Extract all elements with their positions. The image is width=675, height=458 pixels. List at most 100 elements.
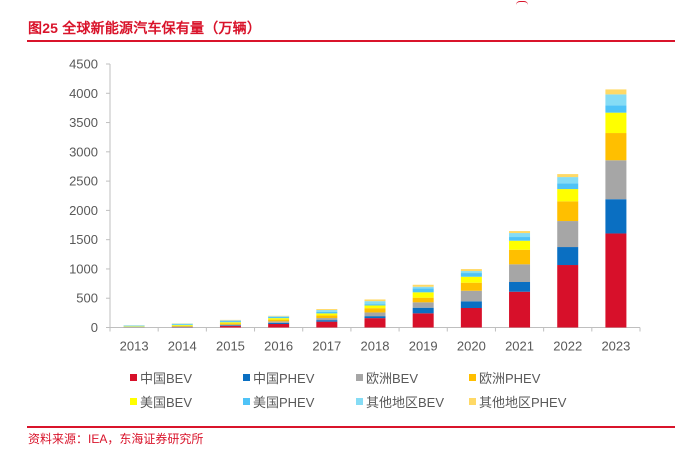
bar-segment [605, 133, 627, 161]
bar-segment [460, 282, 482, 291]
bar-segment [316, 318, 338, 321]
x-tick-label: 2018 [361, 339, 390, 354]
bar-segment [509, 237, 531, 241]
bar-segment [219, 320, 241, 322]
bar-segment [412, 286, 434, 289]
legend-item: 欧洲BEV [356, 368, 418, 387]
legend-swatch [130, 374, 137, 381]
bar-segment [509, 240, 531, 250]
x-tick-label: 2020 [457, 339, 486, 354]
legend-item: 欧洲PHEV [469, 368, 540, 387]
y-tick-label: 1500 [69, 232, 98, 247]
bar-segment [364, 308, 386, 313]
y-tick-label: 2500 [69, 174, 98, 189]
bar-segment [219, 323, 241, 325]
y-tick-label: 4500 [69, 57, 98, 72]
bar-segment [509, 264, 531, 283]
legend-item: 美国PHEV [243, 392, 314, 411]
bar-segment [412, 292, 434, 298]
bar-segment [268, 318, 290, 320]
bar-segment [412, 284, 434, 287]
bar-segment [509, 282, 531, 292]
bar-segment [171, 325, 193, 326]
bar-segment [268, 319, 290, 322]
bar-segment [460, 308, 482, 328]
y-tick-label: 4000 [69, 86, 98, 101]
x-tick-label: 2019 [409, 339, 438, 354]
legend-item: 美国BEV [130, 392, 192, 411]
y-tick-label: 2000 [69, 203, 98, 218]
bar-segment [557, 189, 579, 202]
bar-segment [557, 221, 579, 248]
x-tick-label: 2013 [120, 339, 149, 354]
x-tick-label: 2023 [601, 339, 630, 354]
bar-segment [219, 324, 241, 326]
source-divider [27, 426, 675, 428]
legend-item: 中国PHEV [243, 368, 314, 387]
bar-segment [605, 199, 627, 234]
bar-segment [364, 316, 386, 319]
bar-segment [509, 291, 531, 328]
bar-segment [460, 269, 482, 272]
bar-segment [460, 273, 482, 277]
bar-segment [364, 299, 386, 302]
x-tick-label: 2014 [168, 339, 197, 354]
bar-segment [605, 112, 627, 134]
legend-swatch [469, 398, 476, 405]
bar-segment [605, 160, 627, 200]
legend-label: 欧洲PHEV [479, 371, 541, 386]
legend-label: 其他地区PHEV [479, 395, 567, 410]
bar-segment [316, 320, 338, 322]
bar-segment [316, 313, 338, 316]
bar-segment [316, 311, 338, 314]
y-tick-label: 3500 [69, 115, 98, 130]
chart-title: 图25 全球新能源汽车保有量（万辆） [28, 20, 262, 36]
bar-segment [171, 325, 193, 327]
bar-segment [557, 201, 579, 222]
bar-segment [219, 321, 241, 323]
bar-segment [557, 265, 579, 328]
x-tick-label: 2022 [553, 339, 582, 354]
source-note: 资料来源：IEA，东海证券研究所 [28, 432, 204, 446]
bar-segment [509, 249, 531, 265]
bar-segment [219, 322, 241, 324]
legend-swatch [243, 398, 250, 405]
bar-segment [509, 233, 531, 238]
bar-segment [364, 318, 386, 328]
bar-segment [460, 301, 482, 309]
bar-segment [460, 276, 482, 283]
bar-segment [171, 323, 193, 325]
bar-segment [412, 307, 434, 314]
legend-item: 其他地区BEV [356, 392, 444, 411]
bar-segment [219, 325, 241, 327]
corner-mark [516, 1, 528, 5]
bar-segment [364, 301, 386, 305]
bar-segment [605, 94, 627, 106]
legend-label: 美国PHEV [253, 395, 315, 410]
bar-segment [412, 302, 434, 308]
bar-segment [268, 316, 290, 319]
bar-segment [605, 105, 627, 113]
y-tick-label: 500 [76, 291, 98, 306]
x-tick-label: 2021 [505, 339, 534, 354]
bar-segment [364, 312, 386, 317]
legend-swatch [356, 398, 363, 405]
bar-segment [123, 325, 145, 327]
y-tick-label: 0 [91, 320, 98, 335]
bars [123, 89, 627, 328]
bar-segment [316, 310, 338, 312]
bar-segment [460, 290, 482, 302]
legend-label: 中国BEV [140, 371, 193, 386]
bar-segment [268, 322, 290, 324]
x-tick-label: 2015 [216, 339, 245, 354]
legend-swatch [130, 398, 137, 405]
bar-segment [509, 231, 531, 234]
legend-swatch [469, 374, 476, 381]
bar-segment [412, 313, 434, 328]
x-tick-label: 2016 [264, 339, 293, 354]
legend-label: 中国PHEV [253, 371, 315, 386]
y-tick-label: 1000 [69, 261, 98, 276]
bar-segment [557, 247, 579, 266]
bar-segment [316, 321, 338, 328]
legend-swatch [243, 374, 250, 381]
